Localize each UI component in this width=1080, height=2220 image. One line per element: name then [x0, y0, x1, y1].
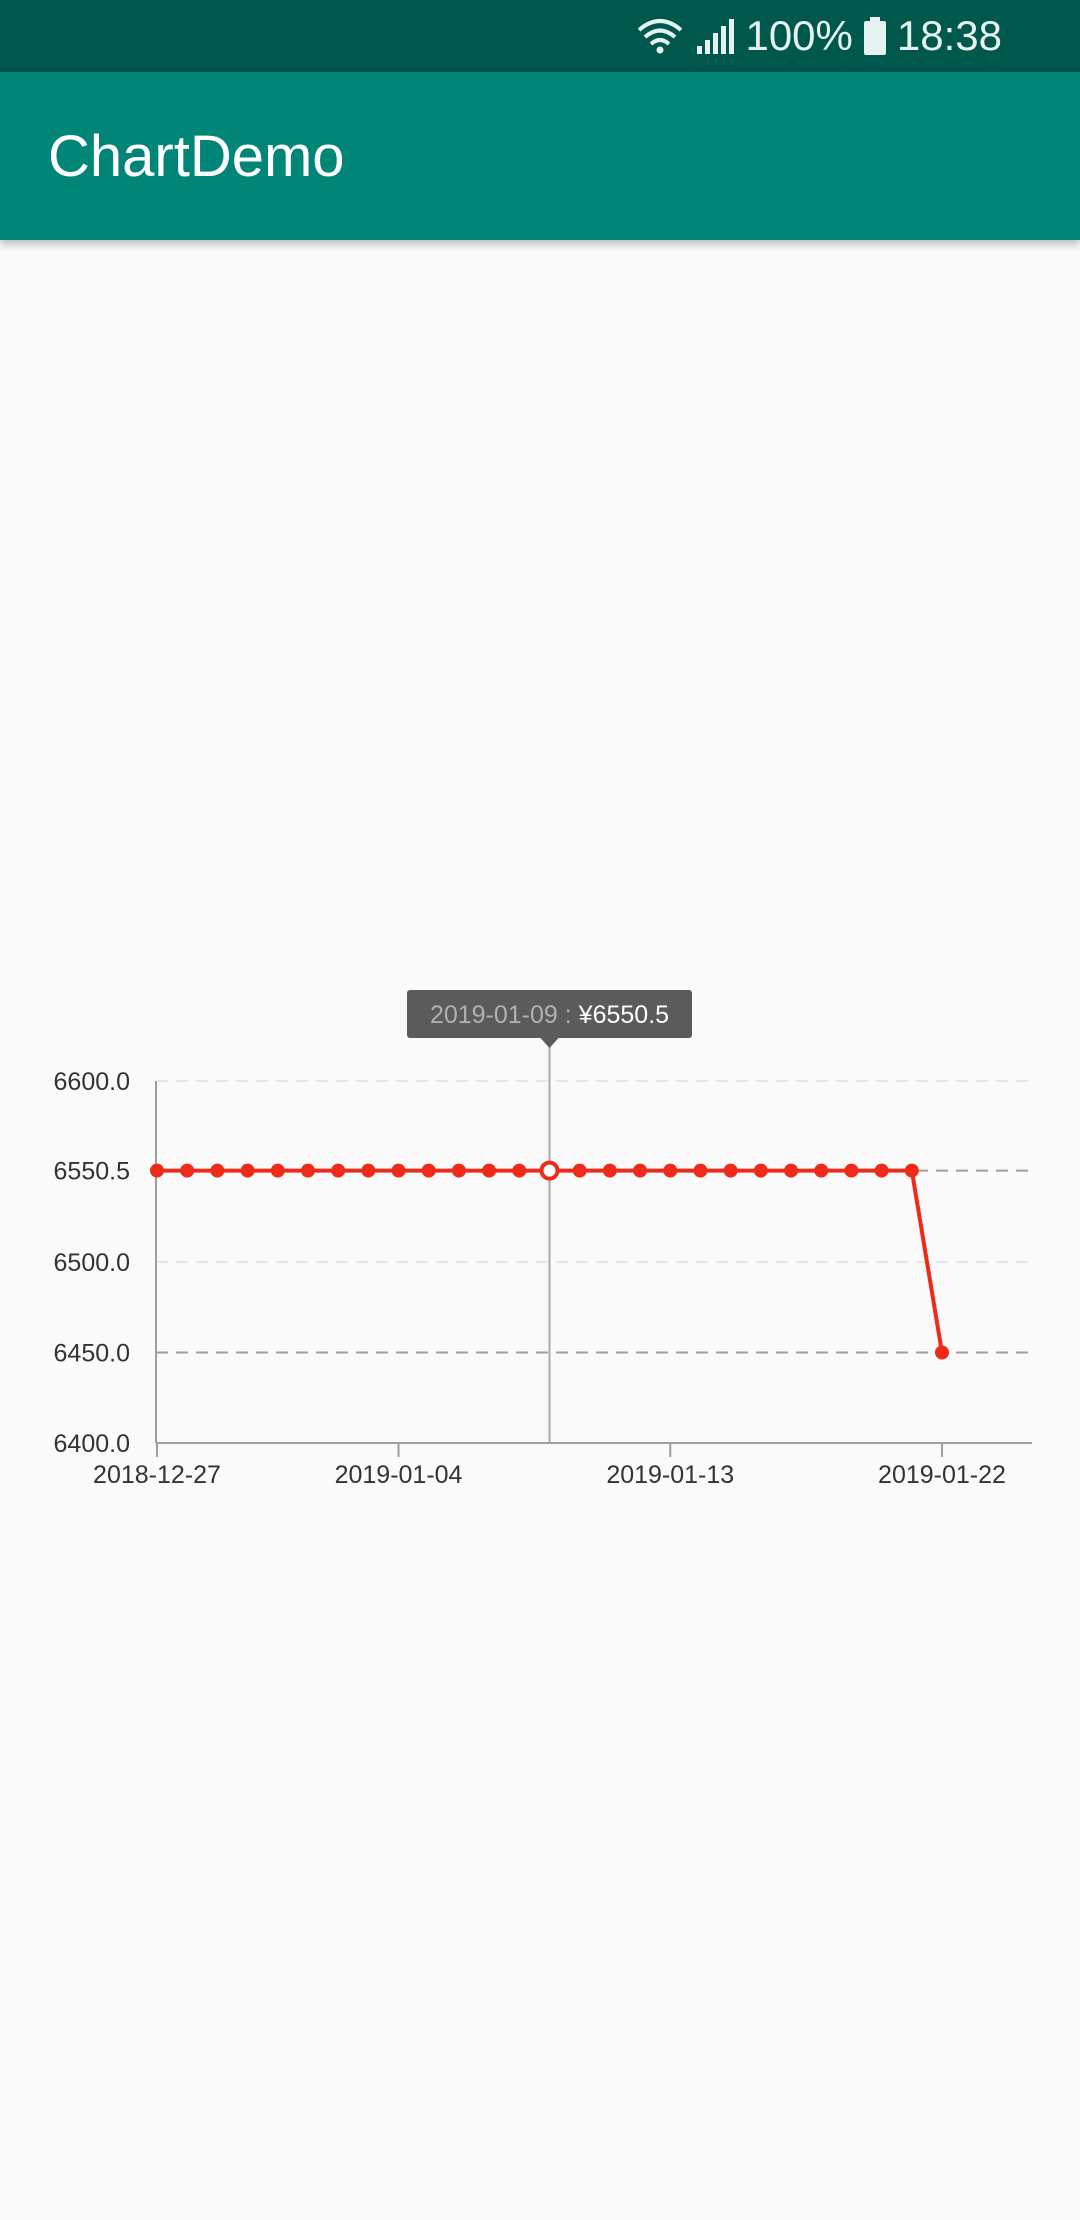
x-tick-label: 2019-01-04: [335, 1461, 463, 1489]
data-point: [904, 1163, 919, 1178]
tooltip-pointer: [540, 1038, 559, 1048]
data-point: [663, 1163, 678, 1178]
y-tick-label: 6550.5: [54, 1158, 130, 1186]
data-point: [210, 1163, 225, 1178]
data-point: [723, 1163, 738, 1178]
app-bar: ChartDemo: [0, 72, 1080, 240]
data-point: [753, 1163, 768, 1178]
data-point: [451, 1163, 466, 1178]
data-point: [572, 1163, 587, 1178]
data-point: [240, 1163, 255, 1178]
battery-icon: [863, 16, 887, 56]
data-point: [331, 1163, 346, 1178]
data-point: [693, 1163, 708, 1178]
x-tick-label: 2019-01-13: [606, 1461, 734, 1489]
data-point: [391, 1163, 406, 1178]
x-tick-label: 2019-01-22: [878, 1461, 1006, 1489]
data-point: [633, 1163, 648, 1178]
battery-percent: 100%: [745, 12, 853, 59]
y-tick-label: 6600.0: [54, 1068, 130, 1096]
data-point: [602, 1163, 617, 1178]
data-point: [512, 1163, 527, 1178]
data-point: [935, 1345, 949, 1360]
data-point: [814, 1163, 829, 1178]
signal-icon: [695, 16, 735, 56]
data-point: [784, 1163, 799, 1178]
data-point: [300, 1163, 315, 1178]
tooltip-separator: :: [558, 1001, 579, 1029]
y-tick-label: 6450.0: [54, 1340, 130, 1368]
data-point: [482, 1163, 497, 1178]
status-icons: 100% 18:38: [635, 0, 1002, 72]
data-point-highlighted: [539, 1160, 560, 1181]
data-point: [150, 1163, 164, 1178]
data-point: [180, 1163, 195, 1178]
y-tick-label: 6400.0: [54, 1430, 130, 1458]
tooltip-value: ¥6550.5: [578, 1001, 669, 1029]
tooltip-date: 2019-01-09: [430, 1001, 558, 1029]
data-point: [874, 1163, 889, 1178]
app-title: ChartDemo: [48, 123, 345, 189]
data-point: [844, 1163, 859, 1178]
tooltip-text: 2019-01-09 : ¥6550.5: [430, 1001, 669, 1029]
data-point: [270, 1163, 285, 1178]
tooltip-box: [407, 990, 692, 1038]
clock-time: 18:38: [896, 12, 1002, 59]
x-tick-label: 2018-12-27: [93, 1461, 221, 1489]
data-point: [361, 1163, 376, 1178]
status-bar: 100% 18:38: [0, 0, 1080, 72]
y-tick-label: 6500.0: [54, 1249, 130, 1277]
wifi-icon: [635, 16, 685, 56]
data-point: [421, 1163, 436, 1178]
